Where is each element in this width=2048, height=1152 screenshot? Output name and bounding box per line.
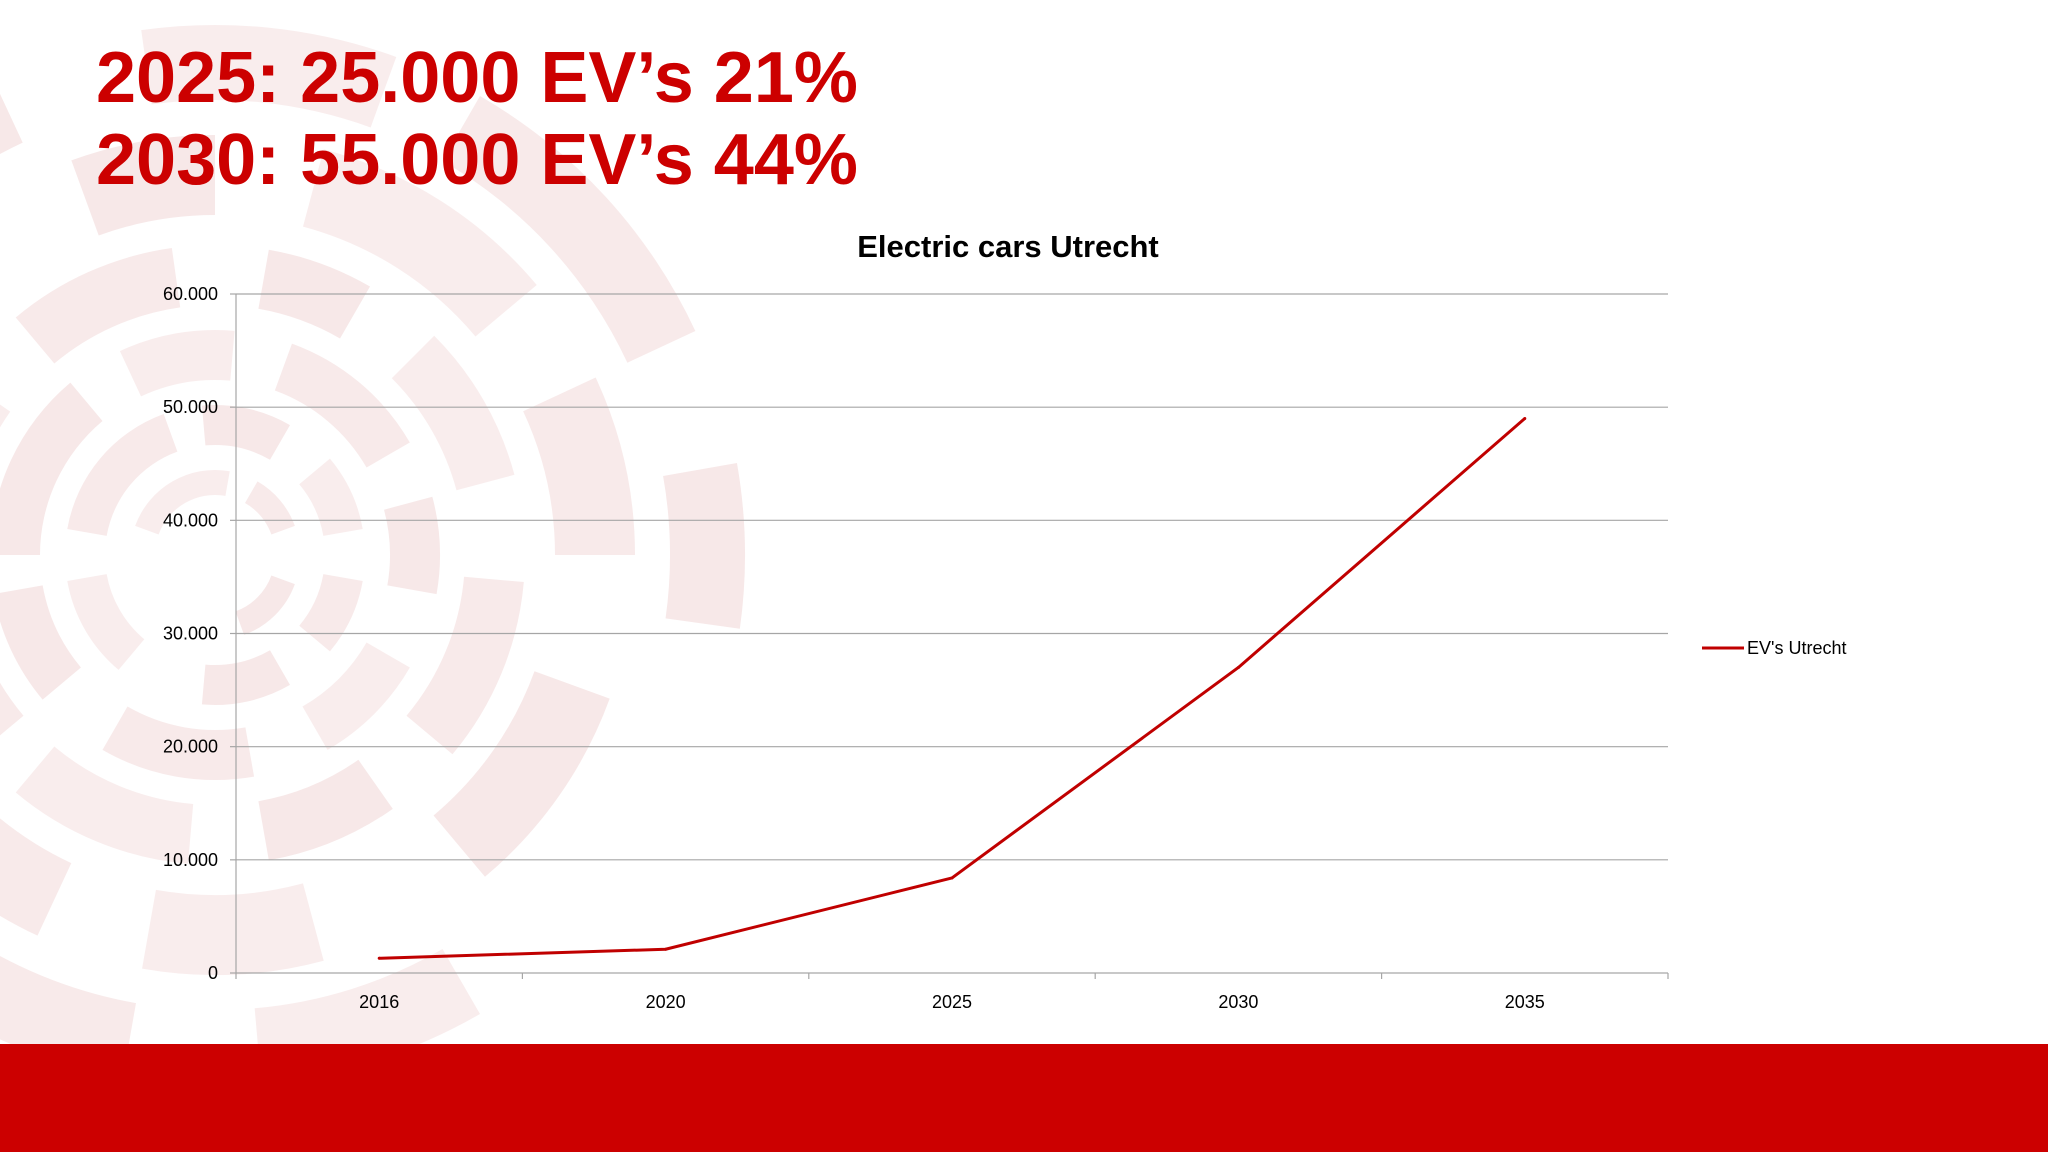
data-point <box>377 956 381 960</box>
x-tick-labels: 2016 2020 2025 2030 2035 <box>359 992 1545 1012</box>
footer-band <box>0 1044 2048 1152</box>
y-tick-labels: 0 10.000 20.000 30.000 40.000 50.000 60.000 <box>163 284 218 983</box>
y-tick-label: 60.000 <box>163 284 218 304</box>
decoration-arc <box>201 404 290 460</box>
decoration-arc <box>523 377 635 555</box>
decoration-arc <box>442 96 696 363</box>
decoration-arc <box>663 462 745 629</box>
y-tick-label: 50.000 <box>163 397 218 417</box>
decoration-arc <box>433 671 610 877</box>
decoration-arc <box>406 576 524 755</box>
decoration-arc <box>302 149 537 337</box>
headline-2025: 2025: 25.000 EV’s 21% <box>96 38 858 118</box>
decoration-arc <box>0 404 11 428</box>
decoration-arc <box>141 25 397 128</box>
series-lines <box>377 416 1527 960</box>
decoration-arc <box>391 335 515 491</box>
y-tick-label: 40.000 <box>163 510 218 530</box>
x-tick-label: 2035 <box>1505 992 1545 1012</box>
decoration-arc <box>0 818 72 936</box>
decoration-arc <box>299 458 363 536</box>
y-tick-label: 10.000 <box>163 850 218 870</box>
decoration-arc <box>142 883 324 975</box>
decoration-arc <box>135 470 230 535</box>
decoration-arc <box>274 343 410 468</box>
decoration-arc <box>299 574 363 652</box>
chart-legend: EV's Utrecht <box>1702 638 1846 658</box>
data-point <box>1523 416 1527 420</box>
gridlines <box>236 293 1668 861</box>
decoration-arc <box>0 682 24 736</box>
decoration-arc <box>15 248 181 364</box>
decoration-arc <box>235 575 295 635</box>
chart-title: Electric cars Utrecht <box>857 229 1159 264</box>
decoration-arc <box>302 642 410 750</box>
y-tick-label: 30.000 <box>163 624 218 644</box>
x-tick-label: 2030 <box>1218 992 1258 1012</box>
headline-2030: 2030: 55.000 EV’s 44% <box>96 120 858 200</box>
decoration-arc <box>119 330 235 397</box>
decoration-arc <box>71 135 216 236</box>
decoration-arc <box>384 496 441 595</box>
decoration-arc <box>245 481 295 535</box>
y-tick-label: 0 <box>208 963 218 983</box>
decoration-arc <box>258 759 393 861</box>
x-tick-label: 2020 <box>646 992 686 1012</box>
x-tick-label: 2016 <box>359 992 399 1012</box>
data-point <box>950 876 954 880</box>
decoration-arc <box>67 414 178 536</box>
y-tick-label: 20.000 <box>163 737 218 757</box>
decoration-arc <box>0 585 81 700</box>
legend-label: EV's Utrecht <box>1747 638 1846 658</box>
x-tick-label: 2025 <box>932 992 972 1012</box>
decoration-arc <box>0 93 23 155</box>
data-point <box>664 947 668 951</box>
decoration-arc <box>0 382 103 555</box>
decoration-arc <box>201 650 290 705</box>
decoration-arc <box>15 746 194 864</box>
decoration-arc <box>102 706 255 780</box>
decoration-arc <box>67 574 145 670</box>
data-point <box>1236 665 1240 669</box>
axes <box>230 293 1669 979</box>
